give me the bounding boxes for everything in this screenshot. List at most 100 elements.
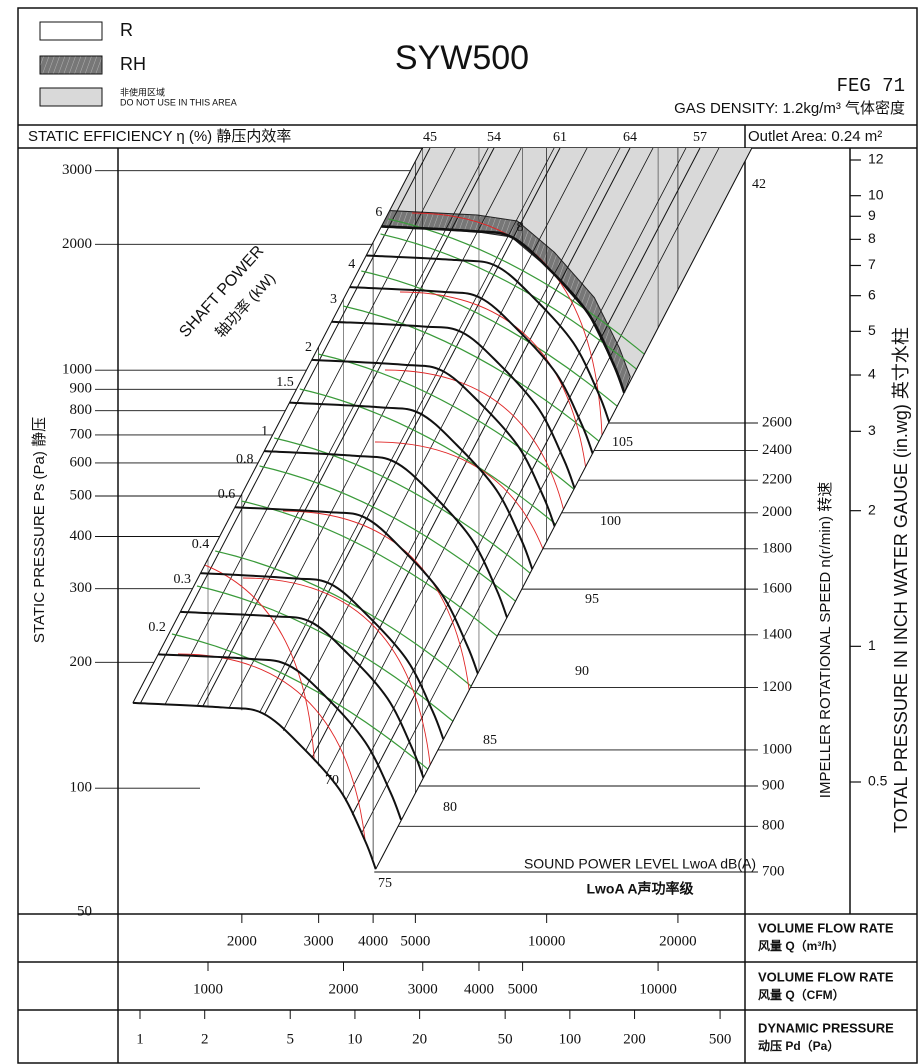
- speed-curve: [289, 401, 534, 570]
- sound-value: 100: [600, 514, 621, 529]
- plot-region: [132, 148, 752, 870]
- pd-tick-label: 200: [623, 1031, 646, 1047]
- speed-axis-label: IMPELLER ROTATIONAL SPEED n(r/min) 转速: [817, 482, 834, 798]
- left-boundary: [132, 147, 423, 704]
- wg-tick-label: 9: [868, 207, 876, 223]
- system-line: [286, 148, 687, 870]
- shaft-power-value: 0.4: [192, 537, 210, 552]
- speed-tick-label: 1400: [762, 626, 792, 642]
- shaft-power-curve: [171, 633, 473, 809]
- flow-tick-label: 4000: [358, 933, 388, 949]
- pd-tick-label: 20: [412, 1031, 427, 1047]
- wg-tick-label: 12: [868, 151, 884, 167]
- sound-value: 75: [378, 876, 392, 891]
- speed-tick-label: 1200: [762, 679, 792, 695]
- sound-curve: [282, 510, 474, 734]
- wg-tick-label: 6: [868, 286, 876, 302]
- efficiency-value: 64: [623, 130, 637, 145]
- system-line: [132, 148, 489, 870]
- flow-tick-label: 5000: [400, 933, 430, 949]
- sound-value: 105: [612, 435, 633, 450]
- legend-r-swatch: [39, 21, 103, 41]
- speed-curve: [200, 572, 445, 740]
- flow-tick-label: 3000: [304, 933, 334, 949]
- pd-tick-label: 2: [201, 1031, 209, 1047]
- efficiency-value: 61: [553, 130, 567, 145]
- wg-tick-label: 5: [868, 322, 876, 338]
- efficiency-line: [132, 148, 495, 870]
- flow-label: VOLUME FLOW RATE: [758, 920, 894, 935]
- legend-label: RH: [120, 54, 146, 74]
- cfm-tick-label: 1000: [193, 981, 223, 997]
- sound-value: 90: [575, 664, 589, 679]
- pd-label-cn: 动压 Pd（Pa）: [758, 1038, 839, 1053]
- pd-tick-label: 100: [559, 1031, 582, 1047]
- pd-tick-label: 1: [136, 1031, 144, 1047]
- pressure-tick-label: 200: [70, 654, 93, 670]
- speed-curve: [381, 225, 626, 394]
- speed-tick-label: 1000: [762, 741, 792, 757]
- efficiency-line: [230, 148, 631, 870]
- shaft-power-value: 8: [517, 220, 524, 235]
- sound-curve: [399, 291, 591, 515]
- wg-tick-label: 8: [868, 230, 876, 246]
- system-line: [220, 148, 621, 870]
- shaft-power-value: 6: [375, 205, 382, 220]
- speed-tick-label: 700: [762, 863, 785, 879]
- pressure-tick-label: 500: [70, 487, 93, 503]
- frame: [17, 7, 918, 1064]
- pd-tick-label: 500: [709, 1031, 732, 1047]
- pressure-tick-label: 900: [70, 381, 93, 397]
- sound-value: 80: [443, 800, 457, 815]
- sound-curve: [374, 441, 566, 665]
- pd-tick-label: 5: [286, 1031, 294, 1047]
- pd-tick-label: 10: [347, 1031, 362, 1047]
- sound-label-cn: LwoA A声功率级: [586, 881, 694, 897]
- speed-tick-label: 1600: [762, 581, 792, 597]
- cfm-tick-label: 4000: [464, 981, 494, 997]
- speed-tick-label: 2000: [762, 504, 792, 520]
- pressure-tick-label: 300: [70, 580, 93, 596]
- speed-curve: [180, 610, 425, 778]
- cfm-tick-label: 3000: [408, 981, 438, 997]
- speed-tick-label: 900: [762, 777, 785, 793]
- code: FEG 71: [837, 75, 905, 97]
- system-line: [132, 148, 456, 870]
- speed-curve: [349, 286, 594, 454]
- speed-curve: [132, 701, 377, 870]
- speed-curve: [366, 254, 611, 423]
- pressure-tick-label: 800: [70, 402, 93, 418]
- pd-tick-label: 50: [498, 1031, 513, 1047]
- speed-curve: [331, 320, 576, 489]
- efficiency-line: [132, 148, 431, 870]
- sound-label: SOUND POWER LEVEL LwoA dB(A): [524, 856, 756, 872]
- sound-value: 95: [585, 592, 599, 607]
- speed-tick-label: 2600: [762, 414, 792, 430]
- speed-curve: [264, 450, 508, 618]
- speed-curve: [234, 506, 479, 674]
- legend-rh-swatch: [39, 55, 103, 75]
- legend-label: DO NOT USE IN THIS AREA: [120, 97, 237, 107]
- pressure-tick-label: 700: [70, 426, 93, 442]
- efficiency-value: 54: [487, 130, 501, 145]
- speed-tick-label: 1800: [762, 540, 792, 556]
- wg-tick-label: 10: [868, 186, 884, 202]
- flow-tick-label: 20000: [659, 933, 697, 949]
- pressure-tick-label: 100: [70, 780, 93, 796]
- wg-tick-label: 7: [868, 256, 876, 272]
- flow-label-cn: 风量 Q（CFM）: [758, 987, 845, 1002]
- cfm-tick-label: 5000: [508, 981, 538, 997]
- legend-na-swatch: [39, 87, 103, 107]
- title: SYW500: [395, 39, 529, 77]
- shaft-power-value: 1: [261, 424, 268, 439]
- system-line: [319, 148, 720, 870]
- efficiency-value: 57: [693, 130, 707, 145]
- sound-value: 85: [483, 733, 497, 748]
- flow-label-cn: 风量 Q（m³/h）: [758, 938, 844, 953]
- shaft-power-value: 1.5: [276, 375, 294, 390]
- right-boundary: [375, 147, 753, 870]
- shaft-power-value: 0.8: [236, 452, 254, 467]
- legend-label: 非使用区域: [120, 86, 165, 97]
- wg-tick-label: 1: [868, 637, 876, 653]
